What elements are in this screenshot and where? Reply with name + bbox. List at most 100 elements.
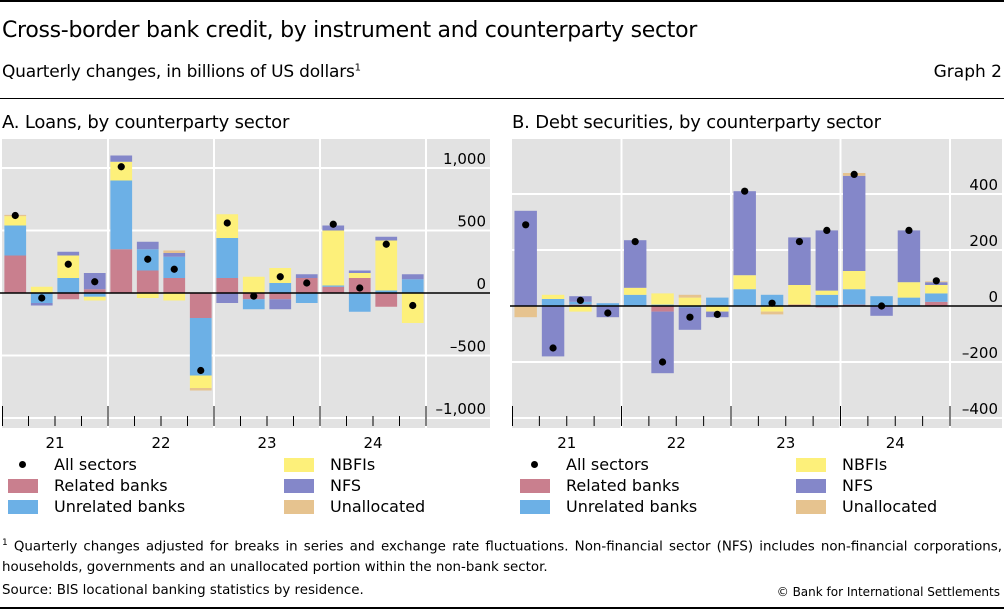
header-rule xyxy=(0,98,1004,99)
bar-nfs-2024q1 xyxy=(322,225,345,231)
dot-all-sectors-2023q1 xyxy=(741,187,749,195)
legend-swatch xyxy=(284,500,314,514)
bar-unrelated-banks-2022q1 xyxy=(110,180,133,250)
panel-a-legend: All sectors Related banks Unrelated banks N… xyxy=(8,454,488,520)
dot-all-sectors-2024q2 xyxy=(356,284,364,292)
bar-nbfis-2023q3 xyxy=(788,285,811,305)
legend-label: Unrelated banks xyxy=(54,497,186,516)
dot-all-sectors-2023q3 xyxy=(795,238,804,246)
chart-title: Cross-border bank credit, by instrument … xyxy=(2,18,697,43)
bar-nfs-2022q1 xyxy=(110,155,133,162)
legend-swatch xyxy=(284,479,314,493)
dot-all-sectors-2024q3 xyxy=(905,226,913,234)
bar-unrelated-banks-2024q1 xyxy=(322,285,345,287)
bar-nbfis-2023q2 xyxy=(242,276,265,293)
bar-related-banks-2024q1 xyxy=(322,286,345,293)
bar-unrelated-banks-2022q1 xyxy=(623,294,647,306)
bar-nbfis-2022q1 xyxy=(623,287,647,295)
legend-swatch xyxy=(520,500,550,514)
bar-related-banks-2021q4 xyxy=(83,289,106,293)
bar-nfs-2024q1 xyxy=(842,175,866,271)
y-tick-label: –1,000 xyxy=(436,400,486,418)
bar-nbfis-2021q4 xyxy=(83,296,106,301)
bar-unrelated-banks-2024q1 xyxy=(842,289,866,305)
bar-nfs-2021q2 xyxy=(541,306,565,357)
dot-all-sectors-2023q4 xyxy=(303,279,311,287)
y-tick-label: 500 xyxy=(457,213,486,231)
bar-unrelated-banks-2021q4 xyxy=(596,303,620,306)
bar-nfs-2024q2 xyxy=(348,270,371,273)
dot-all-sectors-2023q3 xyxy=(276,273,284,281)
legend-label: Related banks xyxy=(54,476,168,495)
bar-nbfis-2022q3 xyxy=(678,297,702,306)
legend-dot-icon xyxy=(19,461,26,468)
x-tick-label: 23 xyxy=(257,434,276,448)
y-tick-label: –500 xyxy=(450,338,486,356)
legend-swatch xyxy=(796,479,826,493)
legend-swatch xyxy=(8,500,38,514)
graph-number: Graph 2 xyxy=(933,62,1002,82)
bar-nbfis-2024q3 xyxy=(375,240,398,291)
bar-unrelated-banks-2024q4 xyxy=(401,279,424,293)
bar-nbfis-2024q4 xyxy=(925,285,948,294)
bar-unrelated-banks-2021q3 xyxy=(57,278,80,293)
subtitle-footnote-mark: 1 xyxy=(354,62,361,74)
dot-all-sectors-2023q2 xyxy=(768,299,776,307)
legend-swatch xyxy=(796,458,826,472)
dot-all-sectors-2021q1 xyxy=(522,221,530,229)
bar-unallocated-2022q4 xyxy=(189,388,212,391)
dot-all-sectors-2021q4 xyxy=(604,309,612,317)
bar-nbfis-2022q4 xyxy=(706,306,729,312)
dot-all-sectors-2022q1 xyxy=(117,163,125,171)
bar-nfs-2023q4 xyxy=(815,230,839,291)
x-tick-label: 22 xyxy=(667,434,686,448)
bar-nbfis-2024q1 xyxy=(842,271,866,290)
bar-nbfis-2022q2 xyxy=(136,293,159,298)
legend-dot-icon xyxy=(531,461,538,468)
x-tick-label: 24 xyxy=(886,434,905,448)
bar-nbfis-2023q2 xyxy=(760,306,784,312)
bar-unrelated-banks-2023q4 xyxy=(815,294,839,306)
y-tick-label: 1,000 xyxy=(443,150,486,168)
dot-all-sectors-2022q3 xyxy=(170,265,178,273)
bar-nbfis-2023q4 xyxy=(815,290,839,295)
bar-unrelated-banks-2022q4 xyxy=(706,297,729,306)
bar-nbfis-2021q3 xyxy=(569,306,592,312)
bar-unrelated-banks-2023q2 xyxy=(242,299,265,310)
bar-nfs-2023q4 xyxy=(295,274,318,278)
legend-swatch xyxy=(796,500,826,514)
y-tick-label: 400 xyxy=(969,176,998,194)
bar-unrelated-banks-2021q1 xyxy=(4,225,27,256)
plot-background xyxy=(512,139,1002,428)
dot-all-sectors-2022q2 xyxy=(144,255,152,263)
y-tick-label: –400 xyxy=(962,400,998,418)
bar-nfs-2021q1 xyxy=(514,210,537,306)
legend-label: Unallocated xyxy=(330,497,426,516)
dot-all-sectors-2022q1 xyxy=(631,238,639,246)
bar-unallocated-2023q2 xyxy=(760,311,784,315)
legend-label: Related banks xyxy=(566,476,680,495)
y-tick-label: 0 xyxy=(988,288,998,306)
bar-nbfis-2024q3 xyxy=(897,282,921,298)
panel-b-legend: All sectors Related banks Unrelated banks N… xyxy=(520,454,1000,520)
top-rule xyxy=(0,0,1004,2)
dot-all-sectors-2022q4 xyxy=(197,366,205,375)
dot-all-sectors-2021q3 xyxy=(576,296,585,304)
dot-all-sectors-2024q4 xyxy=(409,301,417,310)
chart-subtitle: Quarterly changes, in billions of US dol… xyxy=(2,62,361,82)
bar-unrelated-banks-2024q3 xyxy=(897,297,921,306)
y-tick-label: 0 xyxy=(476,275,486,293)
dot-all-sectors-2023q1 xyxy=(223,219,231,227)
bar-related-banks-2021q3 xyxy=(57,293,80,300)
bar-nbfis-2021q2 xyxy=(30,286,53,293)
bar-nbfis-2024q1 xyxy=(322,230,345,286)
bar-unallocated-2022q3 xyxy=(678,294,702,298)
bar-nfs-2022q2 xyxy=(136,241,159,250)
bar-nfs-2024q4 xyxy=(401,274,424,280)
dot-all-sectors-2021q1 xyxy=(11,211,19,220)
dot-all-sectors-2021q4 xyxy=(91,278,99,286)
dot-all-sectors-2022q2 xyxy=(658,358,667,366)
legend-label: All sectors xyxy=(566,455,649,474)
bar-unrelated-banks-2023q4 xyxy=(295,293,318,303)
bar-unrelated-banks-2021q4 xyxy=(83,293,106,297)
